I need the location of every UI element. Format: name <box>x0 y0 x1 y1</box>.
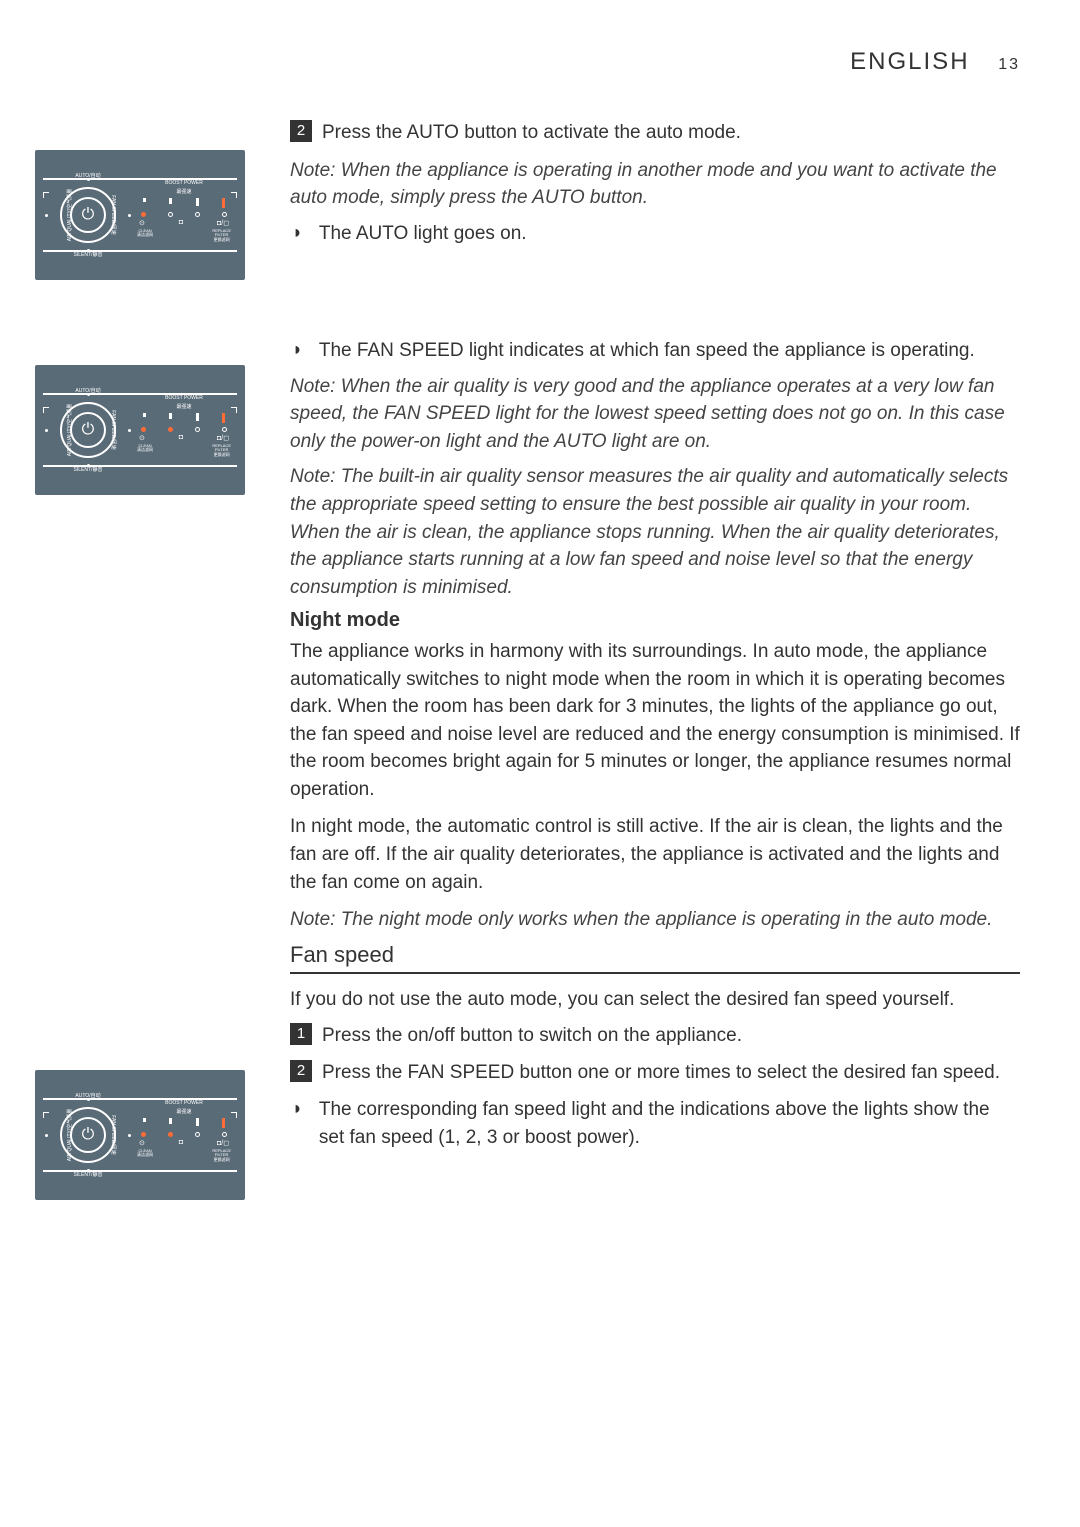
replace-label: REPLACEFILTER更换滤网 <box>212 229 231 242</box>
step-2: 2 Press the AUTO button to activate the … <box>290 120 1020 147</box>
bullet-icon: ◗ <box>292 222 303 243</box>
bullet-auto-light: ◗ The AUTO light goes on. <box>290 220 1020 248</box>
page-header: ENGLISH 13 <box>850 48 1020 76</box>
fan-speed-intro: If you do not use the auto mode, you can… <box>290 986 1020 1014</box>
step-text: Press the AUTO button to activate the au… <box>322 120 741 147</box>
bullet-fan-indicator: ◗ The corresponding fan speed light and … <box>290 1096 1020 1151</box>
power-icon: ⏻ <box>70 197 106 233</box>
light-indicator <box>141 212 146 217</box>
fs-step-2: 2 Press the FAN SPEED button one or more… <box>290 1060 1020 1087</box>
control-panel-diagram-1: AUTO/自动 SILENT/静音 AIR QUALITY/空气质量 FAN S… <box>35 150 245 280</box>
clean-label: CLEAN清洁滤网 <box>137 229 153 242</box>
dial-tick <box>128 214 131 217</box>
dial-tick <box>87 249 90 252</box>
light-indicator <box>195 212 200 217</box>
step-number-badge: 2 <box>290 120 312 142</box>
dial-tick <box>87 178 90 181</box>
timer-icon: ⊙ <box>139 219 145 227</box>
filter-icon: ◘/◻ <box>217 219 229 227</box>
note-2: Note: When the air quality is very good … <box>290 373 1020 456</box>
note-3: Note: The built-in air quality sensor me… <box>290 463 1020 601</box>
bullet-fanspeed-light: ◗ The FAN SPEED light indicates at which… <box>290 337 1020 365</box>
control-panel-diagram-2: AUTO/自动 SILENT/静音 AIR QUALITY/空气质量 FAN S… <box>35 365 245 495</box>
boost-label: BOOST POWER <box>135 180 233 186</box>
bullet-icon: ◗ <box>292 339 303 360</box>
control-panel-diagram-3: AUTO/自动 SILENT/静音 AIR QUALITY/空气质量 FAN S… <box>35 1070 245 1200</box>
night-mode-title: Night mode <box>290 609 1020 632</box>
bullet-icon: ◗ <box>292 1098 303 1119</box>
dial-label-silent: SILENT/静音 <box>74 251 103 258</box>
indicator-panel: BOOST POWER 最强速 ⊙ ◘ ◘/◻ CLEAN清洁滤网 REPLAC… <box>129 180 233 250</box>
lock-icon: ◘ <box>179 219 183 227</box>
note-4: Note: The night mode only works when the… <box>290 906 1020 934</box>
light-indicator <box>168 212 173 217</box>
fan-speed-heading: Fan speed <box>290 942 1020 974</box>
step-number-badge: 2 <box>290 1060 312 1082</box>
note-1: Note: When the appliance is operating in… <box>290 157 1020 212</box>
boost-sub: 最强速 <box>135 188 233 195</box>
language-label: ENGLISH <box>850 48 969 75</box>
page-number: 13 <box>998 56 1020 73</box>
content-area: 2 Press the AUTO button to activate the … <box>290 120 1020 1159</box>
dial-tick <box>45 214 48 217</box>
night-mode-body-2: In night mode, the automatic control is … <box>290 813 1020 896</box>
dial-outer: ⏻ <box>60 187 116 243</box>
fs-step-1: 1 Press the on/off button to switch on t… <box>290 1023 1020 1050</box>
step-number-badge: 1 <box>290 1023 312 1045</box>
light-indicator <box>222 212 227 217</box>
night-mode-body-1: The appliance works in harmony with its … <box>290 638 1020 803</box>
